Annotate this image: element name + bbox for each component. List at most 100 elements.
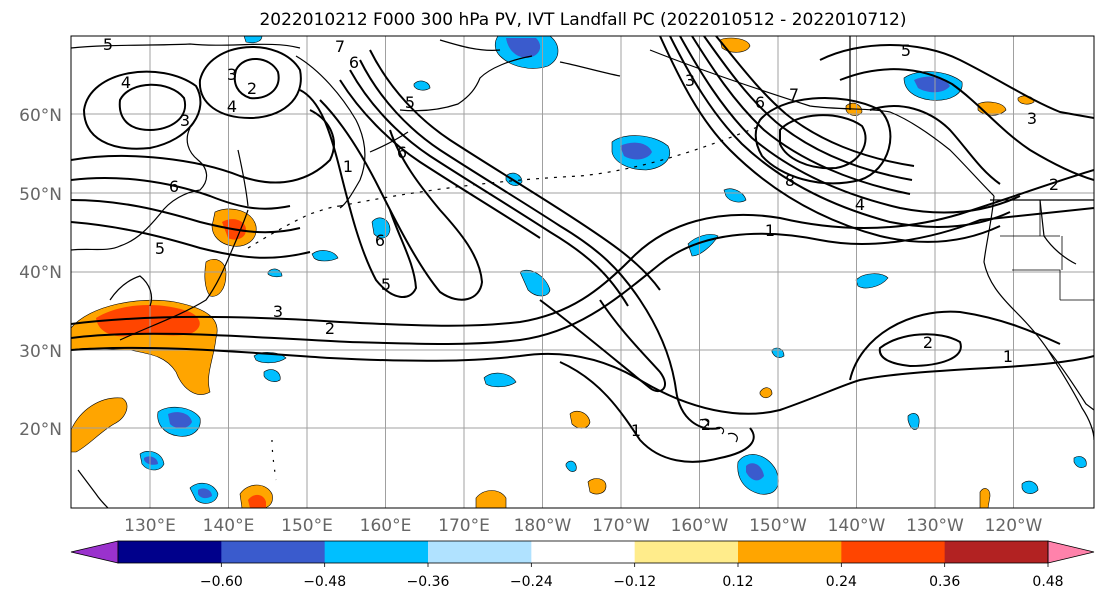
pv-contour-trough-a — [319, 99, 484, 301]
pv-contour-jet-2 — [349, 69, 629, 307]
negative-anomaly-patch — [413, 80, 431, 91]
map-frame — [70, 35, 1095, 509]
contour-label: 2 — [325, 319, 335, 338]
coastline-asia-mainland — [71, 127, 208, 251]
coastline-korea — [109, 275, 153, 307]
contour-label: 6 — [169, 177, 179, 196]
contour-label: 5 — [901, 41, 911, 60]
lon-label: 140°W — [828, 516, 886, 536]
coastline-north-america — [983, 195, 1094, 411]
negative-anomaly-patch — [311, 250, 339, 262]
pv-contour-jet-1 — [359, 59, 721, 430]
longitude-labels: 130°E 140°E 150°E 160°E 170°E 180°W 170°W 160°W… — [124, 516, 1042, 536]
negative-anomaly-patch — [168, 412, 192, 429]
colorbar-tick-label: 0.36 — [929, 574, 960, 590]
pv-contour-1 — [71, 346, 1094, 415]
contour-label: 2 — [923, 333, 933, 352]
colorbar-tick-label: −0.12 — [613, 574, 656, 590]
pv-contour-ridge-5 — [703, 36, 913, 181]
colorbar-tick-label: −0.24 — [510, 574, 553, 590]
lat-label: 50°N — [19, 185, 62, 205]
lon-label: 160°E — [360, 516, 412, 536]
colorbar-tick-label: 0.24 — [826, 574, 857, 590]
contour-label: 8 — [785, 171, 795, 190]
contour-label: 1 — [765, 221, 775, 240]
lat-label: 40°N — [19, 263, 62, 283]
gridlines — [71, 36, 1094, 508]
pv-contour-east-upper-2 — [839, 68, 1094, 181]
lat-label: 20°N — [19, 420, 62, 440]
lon-label: 170°E — [438, 516, 490, 536]
contour-label: 2 — [1049, 175, 1059, 194]
contour-label: 6 — [349, 53, 359, 72]
coastline-alaska-west — [399, 55, 533, 112]
contour-label: 3 — [180, 111, 190, 130]
positive-anomaly-patch — [587, 478, 607, 495]
colorbar-tick-label: −0.48 — [303, 574, 346, 590]
coastline-baja — [1047, 349, 1094, 441]
colorbar-outline — [117, 540, 1049, 564]
pv-contour-3 — [71, 169, 1094, 327]
pv-contour-2 — [71, 207, 1094, 345]
pv-contour-east-upper-1 — [819, 44, 1094, 119]
pv-contour-ridge-2 — [669, 36, 1011, 228]
positive-anomaly-patch — [204, 259, 227, 297]
pv-contour-ridge-6 — [715, 36, 915, 167]
coastline-kamchatka — [295, 55, 366, 209]
coastline-siberia-north — [71, 43, 301, 49]
pv-contour-ak-closed-8 — [779, 114, 867, 170]
negative-anomaly-patch — [267, 268, 283, 278]
contour-label: 1 — [343, 157, 353, 176]
negative-anomaly-patch — [723, 188, 747, 203]
lon-label: 170°W — [592, 516, 650, 536]
colorbar-swatch — [118, 541, 222, 563]
contour-label: 5 — [381, 275, 391, 294]
pv-contour-1-subtropical — [539, 299, 666, 393]
colorbar-swatch — [634, 541, 739, 563]
coastline-philippines — [77, 469, 109, 508]
figure-title: 2022010212 F000 300 hPa PV, IVT Landfall… — [259, 10, 906, 30]
colorbar-swatch — [944, 541, 1049, 563]
colorbar-tick-label: 0.12 — [722, 574, 753, 590]
pv-contour-siberia-closed-3 — [233, 58, 280, 100]
pv-contour-nw-closed — [82, 70, 202, 150]
pv-contour-ak-closed — [754, 96, 892, 185]
negative-anomaly-patch — [1073, 456, 1087, 468]
pv-contour-2-closed — [878, 333, 962, 368]
contour-label: 5 — [103, 35, 113, 54]
positive-anomaly-patch — [759, 387, 773, 399]
negative-anomaly-patch — [483, 372, 517, 388]
lat-label: 60°N — [19, 106, 62, 126]
positive-anomaly-patch — [71, 397, 128, 453]
colorbar-extend-high — [1047, 540, 1095, 564]
pv-contour-4 — [71, 221, 311, 259]
lon-label: 150°E — [281, 516, 333, 536]
colorbar-tick-label: 0.48 — [1032, 574, 1063, 590]
positive-anomaly-patch — [979, 488, 991, 508]
contour-label: 6 — [755, 93, 765, 112]
negative-anomaly-patch — [914, 76, 950, 93]
colorbar: −0.60 −0.48 −0.36 −0.24 −0.12 0.12 0.24 0.36 0.4… — [70, 540, 1095, 590]
colorbar-extend-low — [70, 540, 119, 564]
latitude-labels: 60°N 50°N 40°N 30°N 20°N — [19, 106, 62, 440]
negative-anomaly-patch — [263, 369, 281, 382]
lon-label: 140°E — [203, 516, 255, 536]
contour-label: 5 — [155, 239, 165, 258]
positive-anomaly-patch — [248, 494, 266, 508]
negative-anomaly-patch — [746, 463, 764, 481]
negative-anomaly-patch — [855, 273, 889, 289]
negative-anomaly-patch — [1021, 480, 1039, 494]
colorbar-tick-label: −0.36 — [407, 574, 450, 590]
positive-anomaly-patch — [569, 410, 591, 429]
pv-contour-jet-3 — [339, 79, 541, 239]
coastline-alaska-islands — [369, 39, 621, 153]
contour-label: 4 — [121, 73, 131, 92]
contour-label: 7 — [789, 85, 799, 104]
lon-label: 150°W — [749, 516, 807, 536]
colorbar-swatch — [738, 541, 842, 563]
negative-anomaly-patch — [620, 142, 652, 160]
lon-label: 160°W — [671, 516, 729, 536]
coastline-alaska-south — [649, 49, 995, 197]
lon-label: 120°W — [985, 516, 1043, 536]
contour-label: 2 — [701, 415, 711, 434]
